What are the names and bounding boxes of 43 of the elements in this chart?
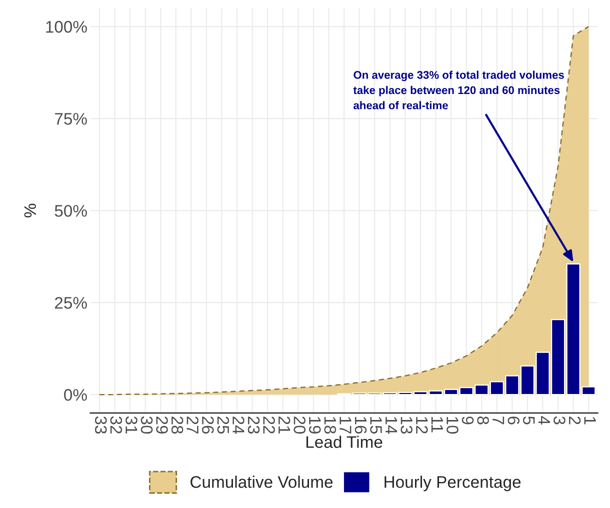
x-tick-label: 23 (248, 416, 260, 434)
x-tick-label: 10 (446, 417, 458, 434)
y-tick-label: 75% (55, 113, 87, 125)
x-tick-label: 26 (202, 416, 214, 434)
x-tick-label: 18 (324, 417, 336, 434)
x-tick-label: 13 (400, 417, 413, 434)
x-tick-label: 9 (462, 416, 474, 424)
y-tick-label: 100% (46, 20, 87, 33)
x-tick-label: 14 (386, 417, 398, 434)
x-tick-label: 5 (523, 416, 535, 424)
x-tick-label: 17 (340, 417, 352, 434)
x-tick-label: 20 (294, 416, 306, 434)
x-tick-label: 30 (140, 416, 153, 434)
x-tick-label: 32 (110, 416, 122, 434)
x-tick-label: 29 (156, 416, 168, 434)
legend-label: Hourly Percentage (384, 476, 521, 492)
x-tick-label: 4 (538, 416, 550, 425)
x-tick-label: 16 (354, 417, 367, 434)
x-axis-title: Lead Time (306, 436, 382, 448)
x-tick-label: 15 (370, 417, 382, 434)
x-tick-label: 12 (416, 417, 428, 434)
x-tick-label: 31 (126, 416, 138, 434)
y-axis-title: % (24, 204, 36, 218)
x-tick-label: 28 (171, 416, 184, 434)
x-tick-label: 11 (431, 417, 443, 432)
x-tick-label: 3 (554, 416, 566, 424)
x-tick-label: 22 (263, 416, 275, 434)
x-tick-label: 8 (477, 416, 489, 424)
x-tick-label: 24 (232, 416, 244, 434)
x-tick-label: 25 (217, 416, 230, 434)
legend-label: Cumulative Volume (190, 476, 333, 488)
x-tick-label: 27 (186, 416, 198, 434)
annotation: On average 33% of total traded volumes take place between 120 and 60 minutes ahead of real-time (353, 70, 564, 110)
x-tick-label: 7 (492, 416, 504, 424)
x-tick-label: 33 (94, 416, 107, 434)
x-tick-label: 2 (569, 416, 581, 424)
x-tick-label: 1 (584, 417, 596, 424)
y-tick-label: 25% (54, 296, 87, 309)
x-tick-label: 21 (278, 416, 290, 434)
x-tick-label: 6 (508, 416, 520, 424)
x-tick-label: 19 (308, 417, 321, 434)
y-tick-label: 50% (54, 204, 87, 217)
y-tick-label: 0% (64, 389, 87, 401)
